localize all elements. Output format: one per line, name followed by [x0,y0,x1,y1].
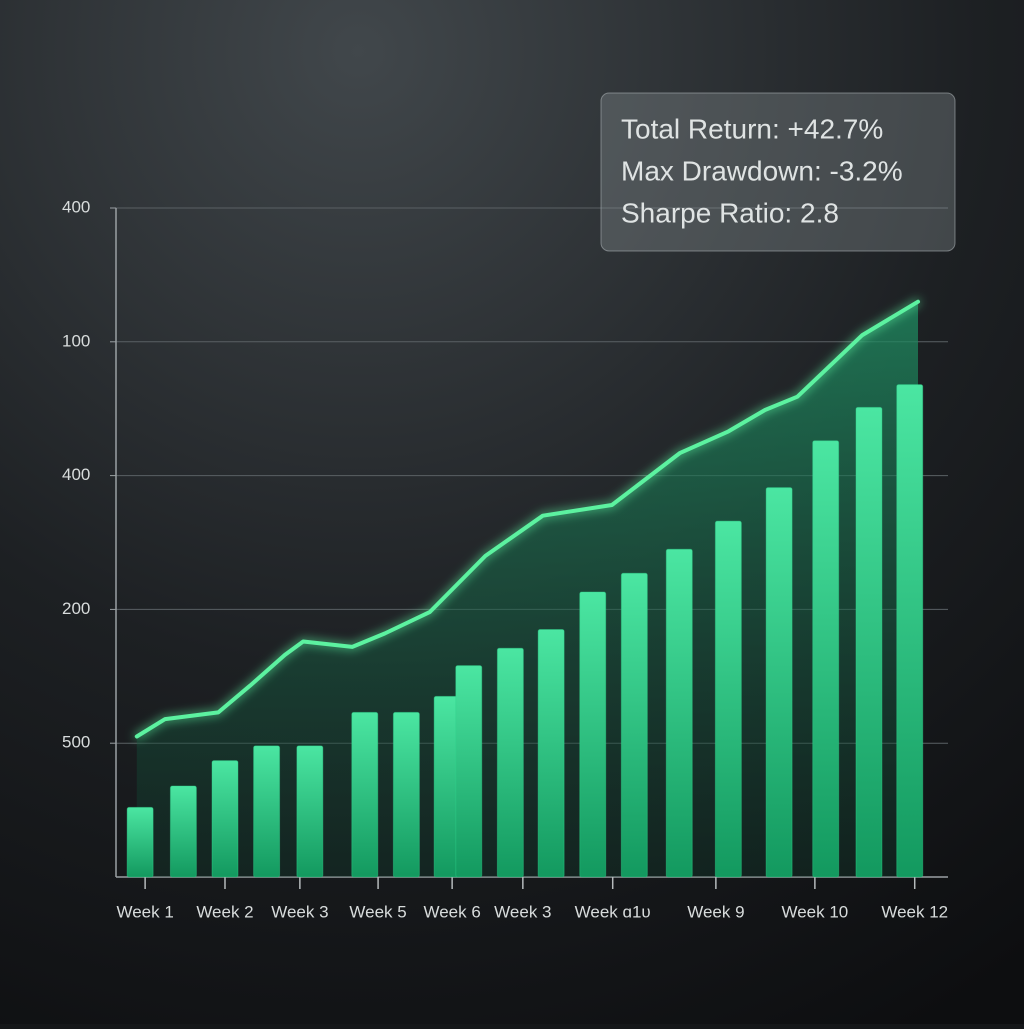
y-tick-label: 500 [62,733,90,752]
y-tick-label: 200 [62,599,90,618]
stat-text: Sharpe Ratio: 2.8 [621,197,839,228]
stats-box [600,92,956,252]
x-tick-label: Week 1 [116,902,173,921]
x-tick-label: Week ɑ1ᴜ [575,902,651,921]
x-tick-label: Week 5 [349,902,406,921]
y-tick-label: 400 [62,197,90,216]
bar [896,384,924,878]
bar [455,665,483,878]
y-tick-label: 100 [62,331,90,350]
x-tick-label: Week 9 [687,902,744,921]
bar [765,487,793,878]
stat-text: Max Drawdown: -3.2% [621,155,903,186]
bar [579,591,607,878]
bar [665,548,693,878]
bar [620,572,648,878]
x-tick-label: Week 3 [494,902,551,921]
bar [537,628,565,878]
stat-text: Total Return: +42.7% [621,113,883,144]
x-tick-label: Week 2 [196,902,253,921]
bar [855,406,883,878]
x-tick-label: Week 6 [423,902,480,921]
bar [392,711,420,878]
bar [714,520,742,878]
bar [211,760,239,878]
bar [253,745,281,878]
x-tick-label: Week 10 [781,902,848,921]
line [134,299,920,739]
bar [812,440,840,878]
bar [126,806,154,878]
bar [169,785,197,878]
bar [296,745,324,878]
plot: 500 200 400 100 400 Week 1 Week 2 Week 3 Week 5 W… [62,197,948,921]
x-tick-label: Week 3 [271,902,328,921]
bar [496,647,524,878]
y-tick-label: 400 [62,465,90,484]
x-tick-label: Week 12 [881,902,948,921]
bar [351,711,379,878]
